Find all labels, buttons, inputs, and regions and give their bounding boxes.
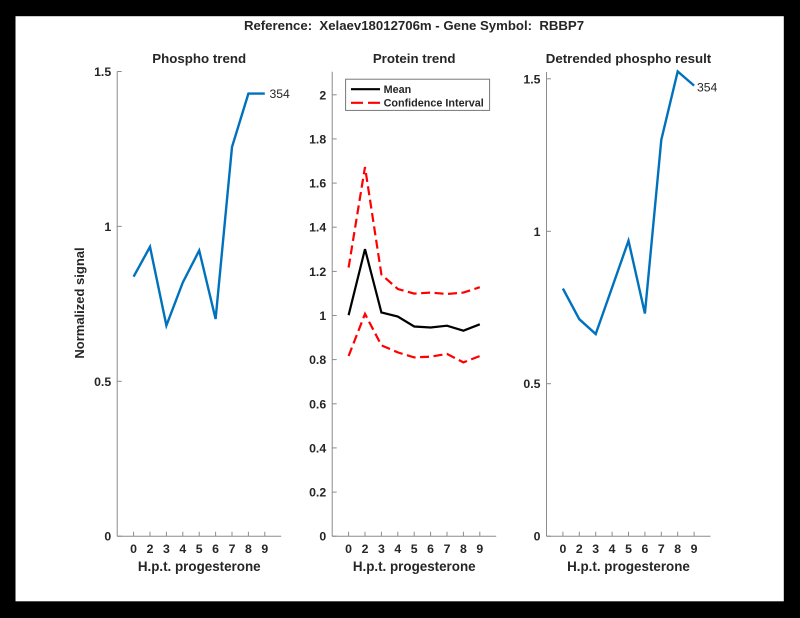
svg-text:1: 1	[104, 220, 111, 234]
svg-text:0: 0	[104, 530, 111, 544]
svg-text:0: 0	[345, 542, 352, 556]
svg-text:7: 7	[444, 542, 451, 556]
svg-text:7: 7	[658, 542, 665, 556]
svg-text:H.p.t. progesterone: H.p.t. progesterone	[353, 559, 476, 574]
svg-text:4: 4	[609, 542, 616, 556]
svg-text:Detrended phospho result: Detrended phospho result	[546, 51, 712, 66]
svg-text:4: 4	[394, 542, 401, 556]
svg-text:2: 2	[362, 542, 369, 556]
svg-text:Protein trend: Protein trend	[373, 51, 456, 66]
svg-text:5: 5	[196, 542, 203, 556]
svg-text:1.8: 1.8	[309, 132, 326, 146]
svg-text:5: 5	[411, 542, 418, 556]
svg-text:354: 354	[270, 87, 291, 101]
svg-text:0.6: 0.6	[309, 397, 326, 411]
svg-text:0.5: 0.5	[94, 375, 111, 389]
svg-text:5: 5	[625, 542, 632, 556]
svg-text:354: 354	[697, 81, 718, 95]
svg-text:1: 1	[534, 225, 541, 239]
svg-text:Mean: Mean	[384, 84, 412, 96]
svg-text:3: 3	[163, 542, 170, 556]
svg-text:3: 3	[592, 542, 599, 556]
svg-text:0.8: 0.8	[309, 353, 326, 367]
svg-text:6: 6	[212, 542, 219, 556]
svg-text:1.5: 1.5	[94, 65, 111, 79]
svg-text:H.p.t. progesterone: H.p.t. progesterone	[567, 559, 690, 574]
svg-text:2: 2	[576, 542, 583, 556]
svg-text:3: 3	[378, 542, 385, 556]
svg-text:0.5: 0.5	[523, 377, 540, 391]
svg-text:H.p.t. progesterone: H.p.t. progesterone	[138, 559, 261, 574]
svg-text:0.2: 0.2	[309, 486, 326, 500]
svg-text:9: 9	[261, 542, 268, 556]
svg-text:2: 2	[319, 88, 326, 102]
svg-text:1.5: 1.5	[523, 72, 540, 86]
svg-text:4: 4	[179, 542, 186, 556]
svg-text:8: 8	[674, 542, 681, 556]
svg-text:0: 0	[130, 542, 137, 556]
svg-text:Confidence Interval: Confidence Interval	[384, 98, 484, 110]
svg-text:8: 8	[245, 542, 252, 556]
svg-text:1.2: 1.2	[309, 265, 326, 279]
svg-text:1.6: 1.6	[309, 177, 326, 191]
svg-text:1: 1	[319, 309, 326, 323]
svg-text:7: 7	[229, 542, 236, 556]
svg-text:0: 0	[559, 542, 566, 556]
svg-text:9: 9	[691, 542, 698, 556]
svg-text:2: 2	[147, 542, 154, 556]
svg-text:0: 0	[534, 530, 541, 544]
svg-text:0: 0	[319, 530, 326, 544]
svg-text:Normalized signal: Normalized signal	[72, 247, 87, 358]
svg-text:Reference: Xelaev18012706m -: Reference: Xelaev18012706m - Gene Symbol…	[244, 18, 584, 33]
svg-text:8: 8	[460, 542, 467, 556]
svg-text:Phospho trend: Phospho trend	[152, 51, 246, 66]
svg-text:0.4: 0.4	[309, 441, 326, 455]
svg-text:6: 6	[427, 542, 434, 556]
svg-text:9: 9	[476, 542, 483, 556]
svg-text:1.4: 1.4	[309, 221, 326, 235]
svg-text:6: 6	[641, 542, 648, 556]
